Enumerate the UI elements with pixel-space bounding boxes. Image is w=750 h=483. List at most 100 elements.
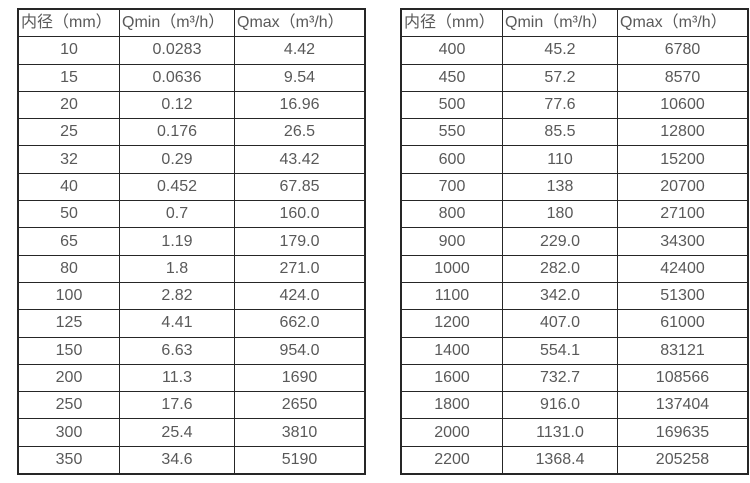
- table-row: 1600 732.7 108566: [400, 363, 749, 393]
- column-header: Qmin（m³/h）: [502, 8, 618, 38]
- table-cell: 1368.4: [502, 445, 618, 475]
- table-row: 10 0.0283 4.42: [17, 36, 366, 65]
- table-cell: 8570: [617, 63, 749, 92]
- table-cell: 350: [17, 445, 120, 475]
- table-cell: 17.6: [119, 391, 235, 420]
- table-cell: 1.19: [119, 227, 235, 256]
- table-cell: 61000: [617, 309, 749, 338]
- table-cell: 200: [17, 363, 120, 393]
- table-cell: 25.4: [119, 418, 235, 447]
- table-cell: 57.2: [502, 63, 618, 92]
- table-cell: 500: [400, 90, 503, 120]
- table-cell: 0.0283: [119, 36, 235, 65]
- table-cell: 85.5: [502, 118, 618, 147]
- table-row: 1100 342.0 51300: [400, 281, 749, 311]
- table-cell: 1100: [400, 281, 503, 311]
- table-cell: 34.6: [119, 445, 235, 475]
- table-cell: 138: [502, 172, 618, 202]
- column-header: Qmax（m³/h）: [617, 8, 749, 38]
- table-cell: 407.0: [502, 309, 618, 338]
- table-cell: 42400: [617, 254, 749, 283]
- table-cell: 2650: [234, 391, 366, 420]
- table-cell: 1400: [400, 336, 503, 365]
- column-header: 内径（mm）: [17, 8, 120, 38]
- table-cell: 800: [400, 200, 503, 229]
- table-row: 1800 916.0 137404: [400, 391, 749, 420]
- table-row: 32 0.29 43.42: [17, 145, 366, 174]
- table-cell: 67.85: [234, 172, 366, 202]
- table-cell: 0.7: [119, 200, 235, 229]
- table-cell: 5190: [234, 445, 366, 475]
- table-row: 1200 407.0 61000: [400, 309, 749, 338]
- table-row: 500 77.6 10600: [400, 90, 749, 120]
- table-cell: 32: [17, 145, 120, 174]
- table-cell: 180: [502, 200, 618, 229]
- table-cell: 6780: [617, 36, 749, 65]
- table-cell: 40: [17, 172, 120, 202]
- table-cell: 51300: [617, 281, 749, 311]
- table-cell: 125: [17, 309, 120, 338]
- table-row: 2200 1368.4 205258: [400, 445, 749, 475]
- table-row: 600 110 15200: [400, 145, 749, 174]
- table-row: 2000 1131.0 169635: [400, 418, 749, 447]
- table-cell: 10600: [617, 90, 749, 120]
- table-cell: 1131.0: [502, 418, 618, 447]
- table-cell: 600: [400, 145, 503, 174]
- table-cell: 3810: [234, 418, 366, 447]
- table-cell: 2.82: [119, 281, 235, 311]
- table-cell: 15200: [617, 145, 749, 174]
- table-cell: 65: [17, 227, 120, 256]
- table-cell: 100: [17, 281, 120, 311]
- table-cell: 26.5: [234, 118, 366, 147]
- table-cell: 12800: [617, 118, 749, 147]
- table-cell: 4.42: [234, 36, 366, 65]
- table-row: 25 0.176 26.5: [17, 118, 366, 147]
- table-cell: 916.0: [502, 391, 618, 420]
- table-cell: 229.0: [502, 227, 618, 256]
- table-cell: 400: [400, 36, 503, 65]
- header-row: 内径（mm） Qmin（m³/h） Qmax（m³/h）: [400, 8, 749, 38]
- table-row: 50 0.7 160.0: [17, 200, 366, 229]
- table-cell: 43.42: [234, 145, 366, 174]
- table-row: 150 6.63 954.0: [17, 336, 366, 365]
- table-row: 15 0.0636 9.54: [17, 63, 366, 92]
- table-cell: 271.0: [234, 254, 366, 283]
- table-cell: 83121: [617, 336, 749, 365]
- table-cell: 550: [400, 118, 503, 147]
- table-cell: 4.41: [119, 309, 235, 338]
- table-cell: 0.176: [119, 118, 235, 147]
- flow-table-small-diameters: 内径（mm） Qmin（m³/h） Qmax（m³/h） 10 0.0283 4.42 15…: [17, 8, 366, 476]
- table-cell: 1800: [400, 391, 503, 420]
- table-cell: 11.3: [119, 363, 235, 393]
- table-cell: 45.2: [502, 36, 618, 65]
- table-cell: 0.0636: [119, 63, 235, 92]
- table-cell: 27100: [617, 200, 749, 229]
- table-cell: 282.0: [502, 254, 618, 283]
- table-cell: 732.7: [502, 363, 618, 393]
- table-cell: 150: [17, 336, 120, 365]
- table-cell: 700: [400, 172, 503, 202]
- table-row: 800 180 27100: [400, 200, 749, 229]
- table-row: 20 0.12 16.96: [17, 90, 366, 120]
- table-cell: 1000: [400, 254, 503, 283]
- table-cell: 16.96: [234, 90, 366, 120]
- table-row: 1000 282.0 42400: [400, 254, 749, 283]
- table-cell: 1600: [400, 363, 503, 393]
- table-cell: 179.0: [234, 227, 366, 256]
- table-cell: 160.0: [234, 200, 366, 229]
- table-row: 450 57.2 8570: [400, 63, 749, 92]
- table-row: 300 25.4 3810: [17, 418, 366, 447]
- table-cell: 6.63: [119, 336, 235, 365]
- table-row: 1400 554.1 83121: [400, 336, 749, 365]
- table-cell: 954.0: [234, 336, 366, 365]
- table-cell: 110: [502, 145, 618, 174]
- table-cell: 15: [17, 63, 120, 92]
- table-cell: 424.0: [234, 281, 366, 311]
- table-cell: 250: [17, 391, 120, 420]
- table-cell: 9.54: [234, 63, 366, 92]
- table-cell: 34300: [617, 227, 749, 256]
- table-cell: 900: [400, 227, 503, 256]
- table-cell: 554.1: [502, 336, 618, 365]
- table-row: 125 4.41 662.0: [17, 309, 366, 338]
